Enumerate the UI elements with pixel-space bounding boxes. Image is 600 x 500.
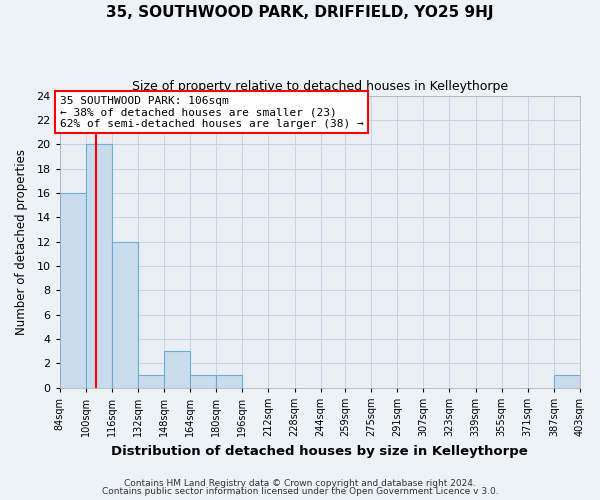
Bar <box>86 144 112 388</box>
Bar <box>190 376 216 388</box>
Bar <box>164 351 190 388</box>
Bar <box>59 193 86 388</box>
Bar <box>554 376 580 388</box>
Bar <box>216 376 242 388</box>
Text: Contains public sector information licensed under the Open Government Licence v : Contains public sector information licen… <box>101 487 499 496</box>
Text: 35, SOUTHWOOD PARK, DRIFFIELD, YO25 9HJ: 35, SOUTHWOOD PARK, DRIFFIELD, YO25 9HJ <box>106 5 494 20</box>
Bar <box>138 376 164 388</box>
Text: Contains HM Land Registry data © Crown copyright and database right 2024.: Contains HM Land Registry data © Crown c… <box>124 478 476 488</box>
Y-axis label: Number of detached properties: Number of detached properties <box>15 148 28 334</box>
Bar <box>112 242 138 388</box>
Text: 35 SOUTHWOOD PARK: 106sqm
← 38% of detached houses are smaller (23)
62% of semi-: 35 SOUTHWOOD PARK: 106sqm ← 38% of detac… <box>59 96 364 129</box>
X-axis label: Distribution of detached houses by size in Kelleythorpe: Distribution of detached houses by size … <box>112 444 528 458</box>
Title: Size of property relative to detached houses in Kelleythorpe: Size of property relative to detached ho… <box>132 80 508 93</box>
